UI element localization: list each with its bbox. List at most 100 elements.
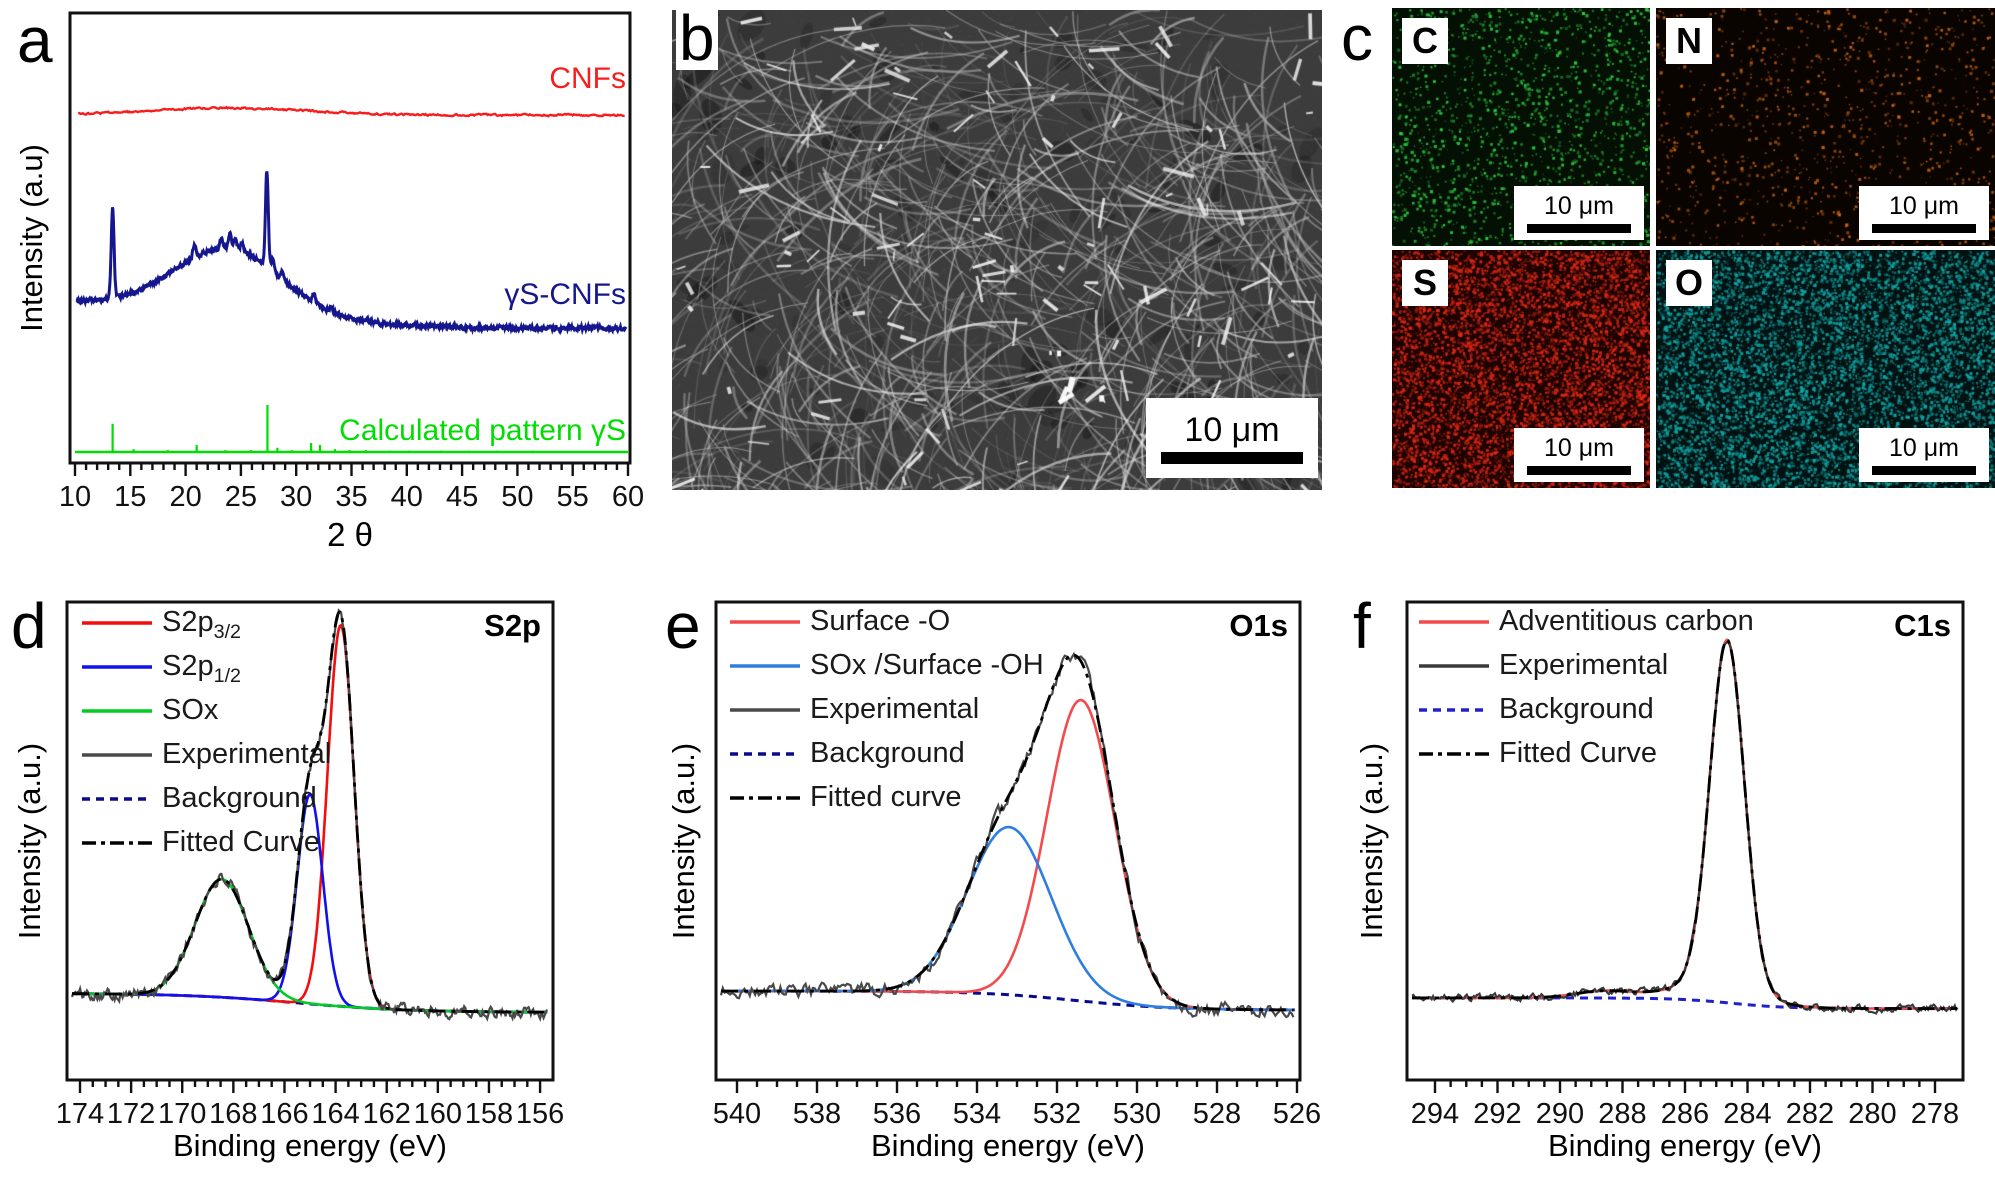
panel-e-frame: [714, 600, 1302, 1082]
o1s-legend-label: Background: [810, 737, 965, 769]
s2p-component-1: [72, 792, 548, 1014]
xrd-tick-label: 20: [169, 481, 202, 513]
s2p-tick-label: 168: [209, 1098, 258, 1130]
c1s-experimental-curve: [1411, 640, 1959, 1015]
eds-map-carbon: [1392, 8, 1650, 246]
c1s-title: C1s: [1894, 608, 1951, 643]
eds-map-sulfur: [1392, 250, 1650, 488]
c1s-legend-label: Adventitious carbon: [1499, 605, 1754, 637]
panel-label-f: f: [1350, 594, 1374, 658]
s2p-tick-label: 158: [464, 1098, 514, 1130]
panel-label-a: a: [14, 8, 56, 72]
s2p-legend-label: Background: [162, 782, 317, 814]
trace-label-ys-cnfs: γS-CNFs: [504, 278, 626, 311]
s2p-background-curve: [72, 992, 548, 1014]
xrd-tick-label: 60: [611, 481, 645, 513]
xrd-tick-label: 35: [335, 481, 368, 513]
xrd-tick-label: 45: [445, 481, 479, 513]
o1s-legend-label: Surface -O: [810, 605, 951, 637]
c1s-y-axis-label: Intensity (a.u.): [1354, 742, 1389, 940]
xrd-y-axis-label: Intensity (a.u): [14, 144, 49, 332]
s2p-experimental-curve: [70, 608, 549, 1023]
s2p-component-2: [72, 877, 548, 1014]
xrd-tick-label: 25: [224, 481, 258, 513]
xrd-tick-label: 15: [114, 481, 147, 513]
sem-image: [672, 10, 1322, 490]
c1s-x-axis: [1433, 1080, 1937, 1093]
s2p-tick-label: 174: [55, 1098, 105, 1130]
c1s-tick-label: 286: [1660, 1098, 1710, 1130]
o1s-experimental-curve: [719, 651, 1295, 1019]
trace-ys-cnfs: [75, 171, 628, 336]
o1s-tick-label: 540: [712, 1098, 762, 1130]
xrd-x-axis: [73, 463, 630, 476]
panel-d-frame: [65, 600, 555, 1082]
xrd-tick-label: 40: [390, 481, 423, 513]
s2p-title: S2p: [484, 608, 541, 643]
s2p-tick-label: 160: [413, 1098, 463, 1130]
trace-label-cnfs: CNFs: [549, 62, 626, 95]
panel-f-frame: [1405, 600, 1965, 1082]
c1s-background-curve: [1412, 996, 1958, 1011]
xrd-tick-label: 55: [556, 481, 589, 513]
s2p-y-axis-label: Intensity (a.u.): [12, 742, 47, 940]
o1s-tick-label: 532: [1032, 1098, 1082, 1130]
s2p-tick-label: 164: [311, 1098, 360, 1130]
c1s-tick-label: 288: [1598, 1098, 1647, 1130]
o1s-x-axis-label: Binding energy (eV): [871, 1128, 1145, 1163]
o1s-y-axis-label: Intensity (a.u.): [666, 742, 701, 940]
eds-map-oxygen: [1656, 250, 1995, 488]
o1s-tick-label: 536: [872, 1098, 922, 1130]
s2p-tick-label: 170: [158, 1098, 207, 1130]
s2p-legend-label: SOx: [162, 694, 219, 726]
panel-label-d: d: [8, 594, 50, 658]
s2p-x-axis: [78, 1080, 542, 1093]
s2p-legend-label: S2p1/2: [162, 650, 241, 687]
c1s-tick-label: 284: [1723, 1098, 1772, 1130]
o1s-component-1: [721, 825, 1294, 1012]
o1s-x-axis: [735, 1080, 1299, 1093]
c1s-fitted-curve: [1412, 638, 1957, 1010]
o1s-legend-label: SOx /Surface -OH: [810, 649, 1044, 681]
o1s-component-0: [721, 698, 1294, 1012]
c1s-component-0: [1412, 638, 1957, 1010]
xrd-tick-label: 10: [58, 481, 92, 513]
s2p-tick-label: 162: [362, 1098, 411, 1130]
panel-label-c: c: [1338, 6, 1376, 70]
eds-map-nitrogen: [1656, 8, 1995, 246]
s2p-tick-label: 156: [515, 1098, 565, 1130]
panel-a-frame: [68, 11, 632, 465]
c1s-x-axis-label: Binding energy (eV): [1548, 1128, 1822, 1163]
s2p-fitted-curve: [72, 610, 548, 1014]
c1s-legend-label: Fitted Curve: [1499, 737, 1657, 769]
s2p-x-axis-label: Binding energy (eV): [173, 1128, 447, 1163]
c1s-tick-label: 278: [1910, 1098, 1960, 1130]
c1s-tick-label: 290: [1535, 1098, 1585, 1130]
o1s-tick-label: 526: [1272, 1098, 1322, 1130]
panel-label-e: e: [662, 594, 704, 658]
s2p-legend-label: Fitted Curve: [162, 826, 320, 858]
trace-cnfs: [77, 105, 625, 118]
o1s-tick-label: 538: [792, 1098, 842, 1130]
s2p-tick-label: 172: [106, 1098, 156, 1130]
xrd-x-axis-label: 2 θ: [327, 516, 373, 553]
trace-label-calculated-pattern: Calculated pattern γS: [339, 414, 626, 447]
xrd-tick-label: 50: [501, 481, 534, 513]
o1s-legend-label: Fitted curve: [810, 781, 962, 813]
s2p-legend-label: S2p3/2: [162, 606, 241, 643]
xrd-tick-label: 30: [280, 481, 313, 513]
s2p-legend-label: Experimental: [162, 738, 332, 770]
o1s-background-curve: [721, 989, 1295, 1012]
c1s-tick-label: 280: [1848, 1098, 1897, 1130]
c1s-legend-label: Experimental: [1499, 649, 1669, 681]
o1s-title: O1s: [1229, 608, 1288, 643]
o1s-tick-label: 534: [952, 1098, 1002, 1130]
c1s-legend-label: Background: [1499, 693, 1654, 725]
s2p-tick-label: 166: [260, 1098, 309, 1130]
c1s-tick-label: 292: [1473, 1098, 1522, 1130]
o1s-tick-label: 530: [1112, 1098, 1162, 1130]
o1s-fitted-curve: [721, 653, 1294, 1012]
o1s-tick-label: 528: [1192, 1098, 1242, 1130]
o1s-legend-label: Experimental: [810, 693, 980, 725]
